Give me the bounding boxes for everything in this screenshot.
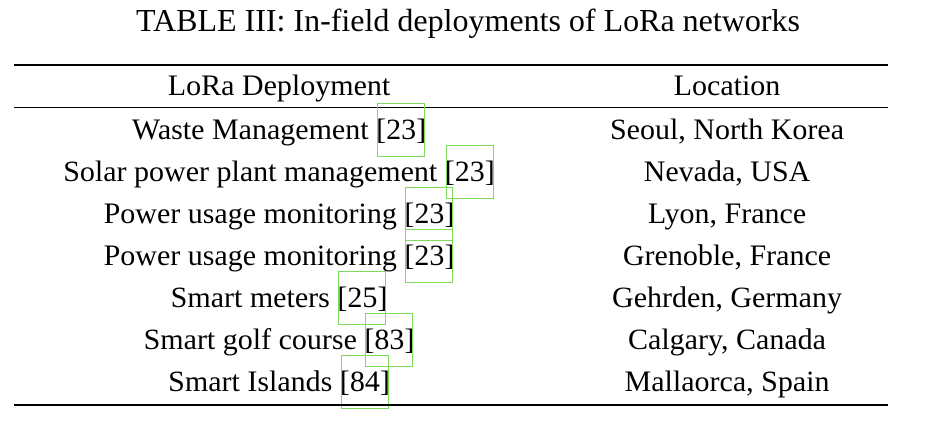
- citation-number: 23: [414, 239, 445, 272]
- citation-number: 83: [374, 323, 405, 356]
- deployment-cell: Smart meters [25]: [14, 271, 544, 325]
- deployment-cell: Smart Islands [84]: [14, 355, 544, 409]
- citation-number: 23: [386, 113, 417, 146]
- citation-link[interactable]: [23]: [445, 145, 495, 199]
- citation-link[interactable]: [23]: [376, 103, 426, 157]
- location-cell: Seoul, North Korea: [609, 113, 845, 146]
- deployment-name: Smart golf course: [143, 323, 357, 356]
- deployment-cell: Solar power plant management [23]: [14, 145, 544, 199]
- bottom-rule: [14, 404, 888, 406]
- citation-link[interactable]: [25]: [337, 271, 387, 325]
- citation-number: 23: [454, 155, 485, 188]
- deployment-name: Solar power plant management: [63, 155, 438, 188]
- citation-link[interactable]: [23]: [404, 187, 454, 241]
- header-rule: [14, 107, 888, 108]
- header-deployment: LoRa Deployment: [167, 69, 391, 102]
- citation-number: 25: [347, 281, 378, 314]
- deployment-cell: Power usage monitoring [23]: [14, 229, 544, 283]
- header-location: Location: [673, 69, 781, 102]
- location-cell: Gehrden, Germany: [612, 281, 842, 314]
- deployment-name: Power usage monitoring: [103, 197, 397, 230]
- citation-number: 84: [349, 365, 380, 398]
- deployment-cell: Smart golf course [83]: [14, 313, 544, 367]
- deployment-cell: Power usage monitoring [23]: [14, 187, 544, 241]
- citation-link[interactable]: [84]: [340, 355, 390, 409]
- citation-link[interactable]: [23]: [404, 229, 454, 283]
- deployment-cell: Waste Management [23]: [14, 103, 544, 157]
- citation-link[interactable]: [83]: [364, 313, 414, 367]
- top-rule: [14, 64, 888, 66]
- location-cell: Nevada, USA: [643, 155, 811, 188]
- deployment-name: Waste Management: [131, 113, 369, 146]
- location-cell: Lyon, France: [647, 197, 807, 230]
- deployment-name: Power usage monitoring: [103, 239, 397, 272]
- table-caption: TABLE III: In-field deployments of LoRa …: [136, 2, 800, 38]
- location-cell: Calgary, Canada: [628, 323, 826, 356]
- deployment-name: Smart meters: [170, 281, 330, 314]
- location-cell: Grenoble, France: [622, 239, 832, 272]
- citation-number: 23: [414, 197, 445, 230]
- deployment-name: Smart Islands: [168, 365, 333, 398]
- location-cell: Mallaorca, Spain: [624, 365, 830, 398]
